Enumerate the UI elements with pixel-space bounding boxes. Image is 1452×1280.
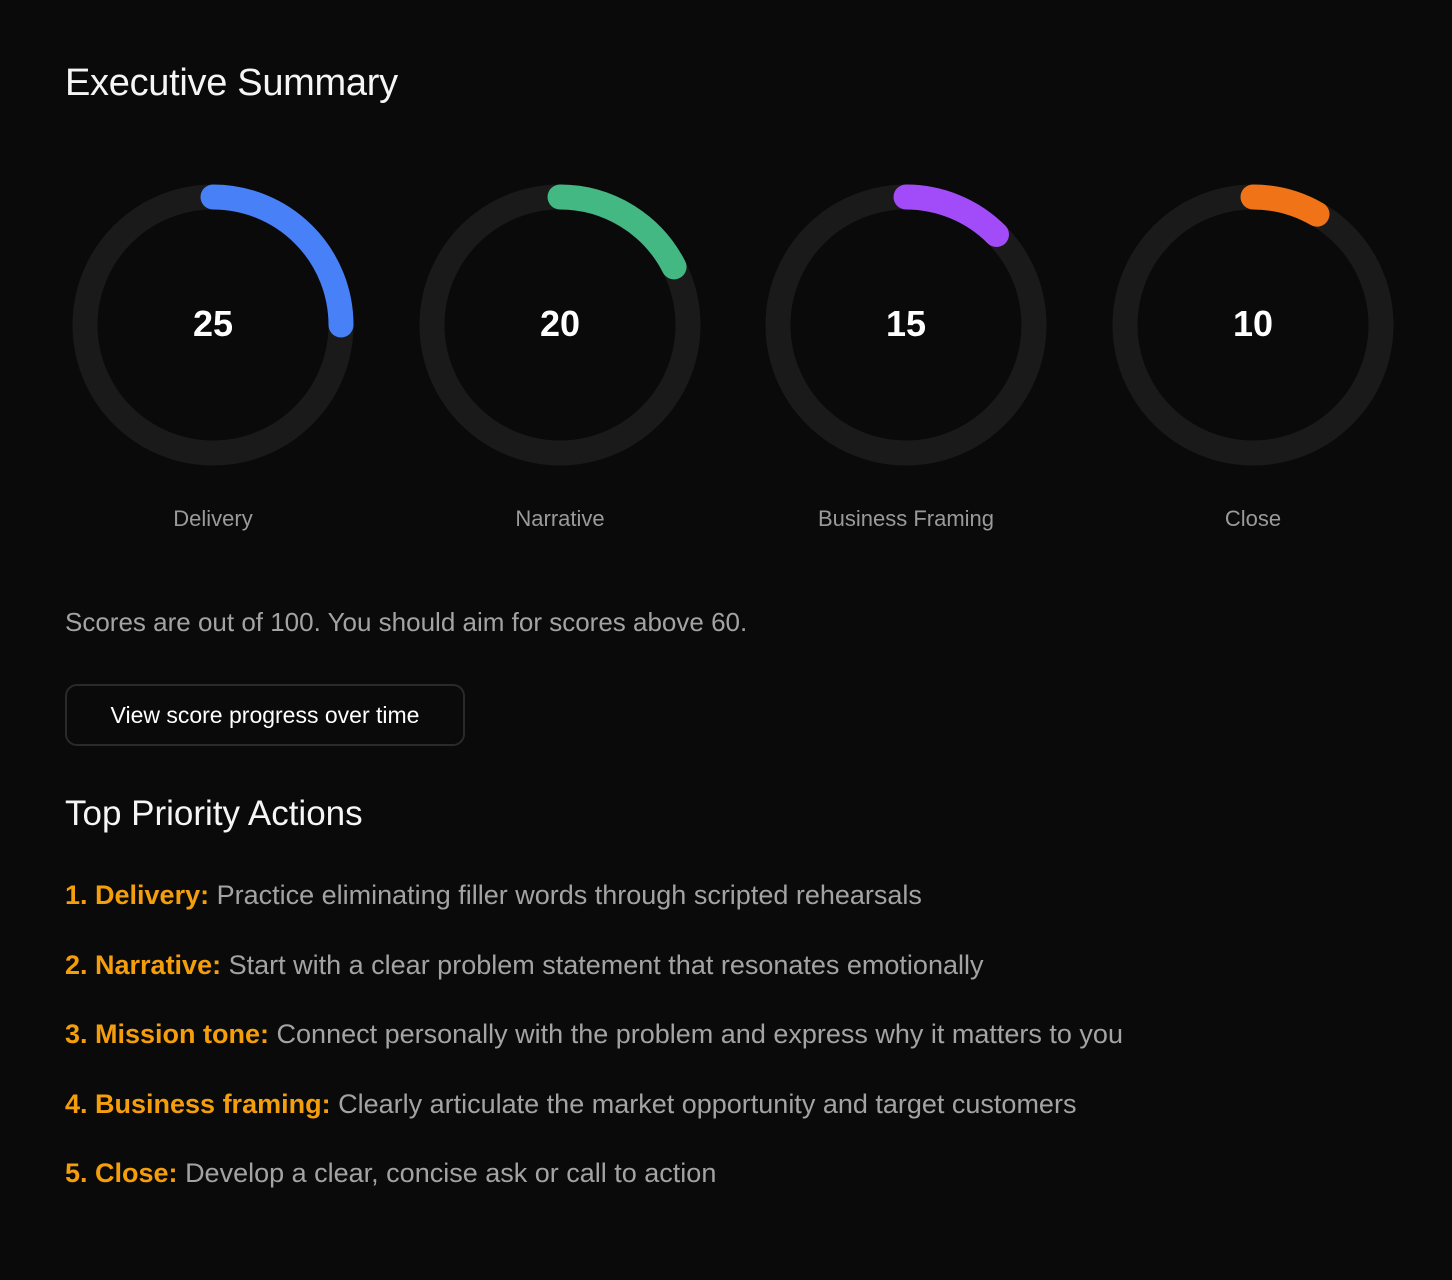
priority-action-item: 2. Narrative: Start with a clear problem… — [65, 950, 1123, 1020]
gauge-narrative: 20 Narrative — [410, 180, 710, 540]
gauge-score: 20 — [539, 303, 581, 344]
action-category: 3. Mission tone: — [65, 1019, 270, 1049]
ring-gauge-icon — [72, 184, 354, 466]
ring-gauge-icon — [1112, 184, 1394, 466]
page-title: Executive Summary — [65, 62, 398, 104]
action-category: 4. Business framing: — [65, 1088, 331, 1119]
gauge-business-framing: 15 Business Framing — [756, 180, 1056, 540]
gauge-close: 10 Close — [1103, 180, 1403, 540]
priority-actions-title: Top Priority Actions — [65, 794, 363, 833]
ring-gauge-icon — [765, 184, 1047, 466]
gauge-label: Narrative — [515, 506, 605, 531]
gauge-score: 25 — [192, 303, 234, 344]
action-category: 5. Close: — [65, 1158, 178, 1188]
gauge-label: Close — [1224, 506, 1282, 531]
score-gauges: 25 Delivery 20 Narrative 15 Business Fra… — [0, 180, 1452, 540]
action-description: Connect personally with the problem and … — [276, 1019, 1123, 1049]
priority-action-item: 3. Mission tone: Connect personally with… — [65, 1019, 1123, 1089]
score-note: Scores are out of 100. You should aim fo… — [65, 607, 748, 637]
ring-gauge-icon — [419, 184, 701, 466]
action-description: Develop a clear, concise ask or call to … — [185, 1158, 717, 1188]
priority-action-item: 1. Delivery: Practice eliminating filler… — [65, 880, 1123, 950]
priority-action-item: 5. Close: Develop a clear, concise ask o… — [65, 1158, 1123, 1228]
action-category: 1. Delivery: — [65, 880, 210, 910]
action-description: Practice eliminating filler words throug… — [216, 880, 922, 910]
gauge-label: Business Framing — [817, 506, 995, 531]
gauge-score: 10 — [1232, 303, 1274, 344]
gauge-delivery: 25 Delivery — [63, 180, 363, 540]
priority-action-item: 4. Business framing: Clearly articulate … — [65, 1089, 1123, 1159]
gauge-score: 15 — [885, 303, 927, 344]
action-category: 2. Narrative: — [65, 949, 222, 980]
gauge-label: Delivery — [173, 506, 253, 531]
action-description: Clearly articulate the market opportunit… — [338, 1088, 1077, 1119]
priority-actions-list: 1. Delivery: Practice eliminating filler… — [65, 880, 1123, 1228]
action-description: Start with a clear problem statement tha… — [228, 949, 984, 980]
view-score-progress-button[interactable]: View score progress over time — [65, 684, 465, 746]
